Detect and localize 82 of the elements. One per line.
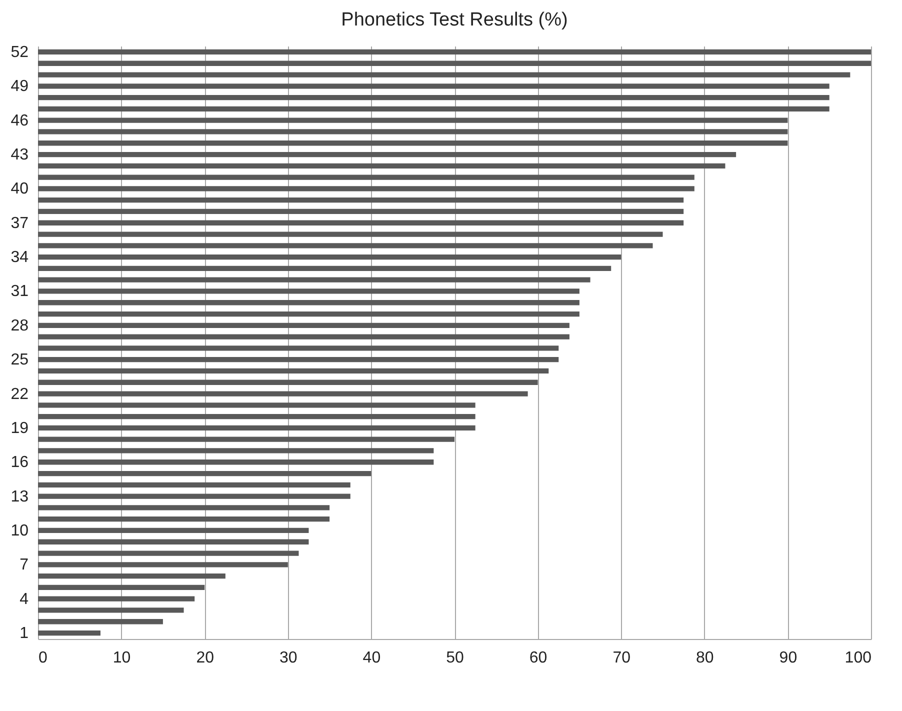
bar — [38, 630, 100, 636]
y-tick-label: 13 — [10, 488, 29, 506]
x-tick-label: 10 — [112, 650, 131, 666]
y-tick-label: 16 — [10, 454, 29, 472]
y-tick-label: 40 — [10, 180, 29, 198]
bar — [38, 84, 830, 89]
y-tick-label: 1 — [20, 625, 29, 642]
bar — [38, 573, 226, 579]
bar — [38, 596, 195, 602]
bar — [38, 140, 788, 146]
x-tick-label: 80 — [696, 650, 714, 666]
y-tick-label: 31 — [10, 283, 29, 300]
x-tick-label: 30 — [280, 650, 298, 666]
y-tick-label: 25 — [10, 352, 29, 369]
bar — [38, 49, 871, 55]
bar — [38, 254, 622, 260]
bar — [38, 106, 830, 112]
bar — [38, 425, 476, 431]
bar — [38, 266, 612, 272]
bar — [38, 357, 559, 362]
bar — [38, 174, 694, 180]
bar — [38, 118, 788, 123]
bar — [38, 482, 350, 488]
bar — [38, 163, 726, 168]
bar — [38, 380, 538, 385]
bar — [38, 516, 330, 522]
y-tick-label: 10 — [10, 522, 29, 540]
bar — [38, 288, 580, 294]
bar — [38, 311, 580, 317]
x-tick-label: 60 — [529, 650, 548, 666]
y-tick-label: 37 — [10, 214, 29, 232]
bar — [38, 619, 163, 624]
bar — [38, 72, 850, 78]
bar — [38, 584, 205, 590]
bar — [38, 470, 372, 476]
y-tick-label: 22 — [10, 386, 29, 403]
y-tick-label: 34 — [10, 249, 29, 266]
x-tick-label: 40 — [362, 650, 381, 666]
bar — [38, 208, 684, 214]
bar — [38, 300, 580, 306]
bar — [38, 528, 309, 534]
x-tick-label: 100 — [844, 650, 872, 666]
bar — [38, 414, 476, 420]
x-tick-label: 90 — [779, 650, 798, 666]
bar — [38, 505, 330, 510]
bar — [38, 436, 454, 442]
bar — [38, 550, 299, 556]
bar — [38, 277, 590, 282]
bar — [38, 391, 528, 396]
y-tick-label: 4 — [20, 590, 29, 608]
x-tick-label: 50 — [446, 650, 464, 666]
bar — [38, 368, 549, 374]
bar — [38, 94, 830, 100]
bar — [38, 334, 570, 340]
bar — [38, 198, 684, 203]
bar — [38, 186, 694, 192]
bar — [38, 129, 788, 134]
y-tick-label: 28 — [10, 317, 29, 334]
x-tick-label: 0 — [38, 650, 48, 666]
bar — [38, 460, 434, 465]
bar — [38, 448, 434, 454]
bar — [38, 346, 559, 351]
bar — [38, 152, 736, 158]
bar — [38, 402, 476, 408]
bar — [38, 608, 184, 613]
y-tick-label: 19 — [10, 420, 29, 437]
y-tick-label: 7 — [20, 556, 29, 574]
bar — [38, 322, 570, 328]
bar — [38, 494, 350, 499]
x-tick-label: 70 — [612, 650, 631, 666]
y-tick-label: 46 — [10, 112, 29, 130]
y-tick-label: 43 — [10, 146, 29, 164]
y-tick-label: 52 — [10, 44, 29, 61]
x-tick-label: 20 — [196, 650, 214, 666]
bar — [38, 220, 684, 226]
bar — [38, 562, 288, 568]
bar — [38, 60, 871, 66]
bar — [38, 232, 663, 237]
bar — [38, 539, 309, 544]
bar — [38, 243, 653, 248]
chart-title: Phonetics Test Results (%) — [341, 9, 568, 30]
y-tick-label: 49 — [10, 78, 29, 96]
